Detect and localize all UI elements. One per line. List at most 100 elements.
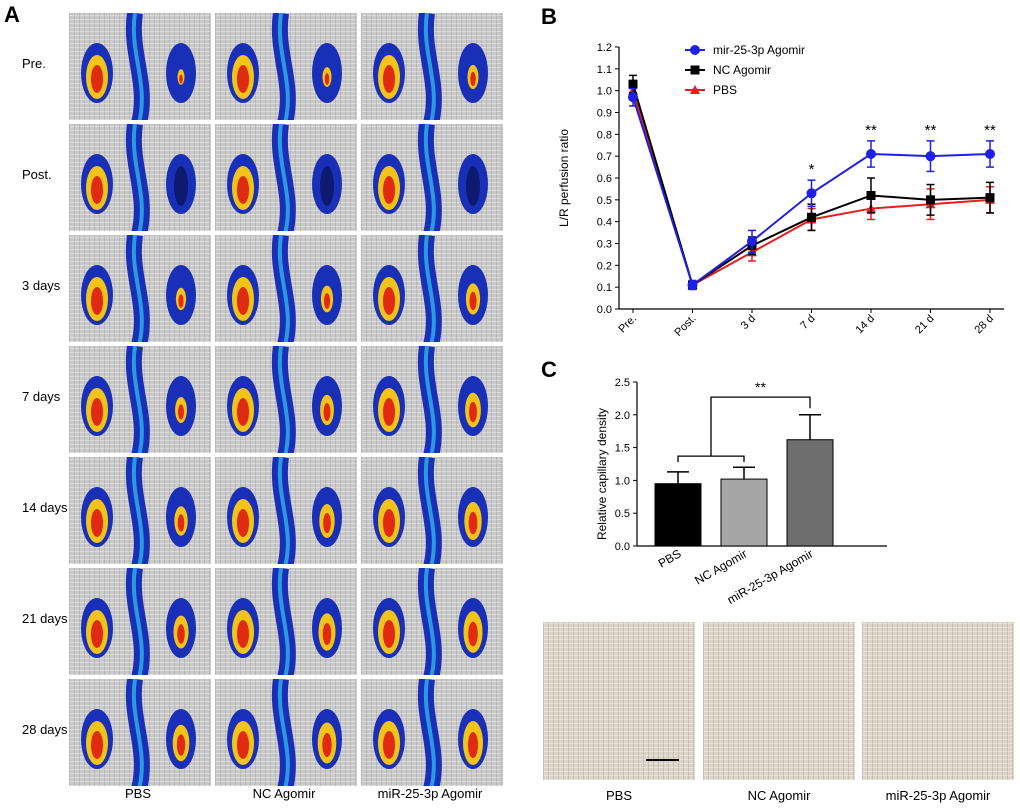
perfusion-image	[214, 345, 358, 454]
data-point	[628, 79, 638, 89]
left-paw-core	[91, 176, 103, 204]
significance-marker: **	[755, 379, 766, 395]
right-paw-core	[176, 734, 186, 756]
bar	[720, 478, 768, 547]
y-tick-label: 0.3	[597, 239, 612, 251]
left-paw-core	[91, 65, 103, 93]
right-paw-core	[177, 624, 185, 644]
perfusion-image	[214, 12, 358, 121]
x-tick-label: PBS	[656, 546, 684, 570]
histology-image-nc-agomir	[703, 622, 855, 780]
left-paw-core	[237, 65, 249, 93]
bar	[786, 439, 834, 547]
tail-core	[423, 13, 436, 120]
data-point	[985, 148, 995, 159]
x-tick-label: 3 d	[739, 313, 758, 332]
tail-core	[131, 13, 144, 120]
tail-core	[423, 124, 436, 231]
right-paw-core	[178, 294, 184, 308]
row-label: 14 days	[22, 500, 68, 515]
y-tick-label: 1.0	[615, 475, 630, 487]
right-paw-ischemic	[320, 166, 334, 206]
perfusion-image	[68, 234, 212, 343]
left-paw-core	[237, 731, 249, 759]
left-paw-core	[237, 398, 249, 426]
data-point	[806, 188, 817, 199]
left-paw-core	[383, 509, 395, 537]
perfusion-image	[360, 678, 504, 787]
histology-image-mir-agomir	[862, 622, 1014, 780]
tail-core	[423, 679, 436, 786]
tail-core	[423, 568, 436, 675]
row-label: Pre.	[22, 56, 46, 71]
tail-core	[423, 457, 436, 564]
y-tick-label: 0.0	[597, 304, 612, 316]
tail-core	[277, 457, 290, 564]
y-tick-label: 1.5	[615, 443, 630, 455]
y-axis-label: L/R perfusion ratio	[557, 129, 571, 227]
row-label: 3 days	[22, 278, 61, 293]
perfusion-image	[214, 456, 358, 565]
panel-letter-c: C	[541, 357, 557, 382]
column-label: miR-25-3p Agomir	[377, 786, 483, 801]
y-axis-label: Relative capillary density	[595, 408, 609, 540]
y-tick-label: 0.7	[597, 151, 612, 163]
histology-image-pbs	[543, 622, 695, 780]
left-paw-core	[383, 398, 395, 426]
tail-core	[131, 124, 144, 231]
perfusion-image	[68, 123, 212, 232]
significance-marker: *	[809, 161, 815, 178]
right-paw-core	[469, 401, 477, 423]
right-paw-core	[468, 732, 478, 758]
data-point	[985, 193, 995, 203]
legend-label: mir-25-3p Agomir	[713, 43, 805, 57]
right-paw-core	[468, 511, 478, 535]
tail-core	[277, 235, 290, 342]
tail-core	[131, 457, 144, 564]
x-tick-label: Post.	[672, 313, 698, 339]
perfusion-image	[360, 234, 504, 343]
tail-core	[277, 13, 290, 120]
right-paw-core	[179, 74, 183, 84]
y-tick-label: 1.2	[597, 42, 612, 54]
x-tick-label: Pre.	[616, 313, 639, 336]
row-label: 7 days	[22, 389, 61, 404]
perfusion-image	[214, 678, 358, 787]
tail-core	[131, 346, 144, 453]
left-paw-core	[91, 287, 103, 315]
histology-label-pbs: PBS	[605, 788, 632, 803]
x-tick-label: 7 d	[798, 313, 817, 332]
perfusion-image	[214, 567, 358, 676]
column-label: PBS	[124, 786, 151, 801]
significance-marker: **	[984, 122, 996, 139]
tail-core	[277, 679, 290, 786]
significance-marker: **	[865, 122, 877, 139]
x-tick-label: 21 d	[913, 313, 937, 337]
capillary-bar-chart: 0.0 0.5 1.0 1.5 2.0 2.5 Relative capillary den…	[595, 377, 887, 605]
perfusion-image	[68, 456, 212, 565]
left-paw-core	[237, 620, 249, 648]
right-paw-core	[323, 293, 331, 309]
significance-marker: **	[925, 122, 937, 139]
data-point	[866, 190, 876, 200]
perfusion-image	[360, 567, 504, 676]
right-paw-core	[323, 403, 331, 421]
left-paw-core	[91, 620, 103, 648]
perfusion-image	[68, 12, 212, 121]
row-label: Post.	[22, 167, 52, 182]
row-label: 28 days	[22, 722, 68, 737]
y-tick-label: 0.9	[597, 108, 612, 120]
group-bracket	[677, 455, 745, 463]
left-paw-core	[91, 509, 103, 537]
tail-core	[131, 235, 144, 342]
left-paw-core	[91, 731, 103, 759]
y-tick-label: 0.5	[615, 508, 630, 520]
right-paw-core	[468, 621, 478, 647]
data-point	[628, 92, 638, 103]
right-paw-ischemic	[174, 166, 188, 206]
left-paw-core	[383, 620, 395, 648]
left-paw-core	[237, 176, 249, 204]
perfusion-image	[360, 345, 504, 454]
data-point	[925, 151, 936, 162]
histology-label-nc-agomir: NC Agomir	[747, 788, 811, 803]
